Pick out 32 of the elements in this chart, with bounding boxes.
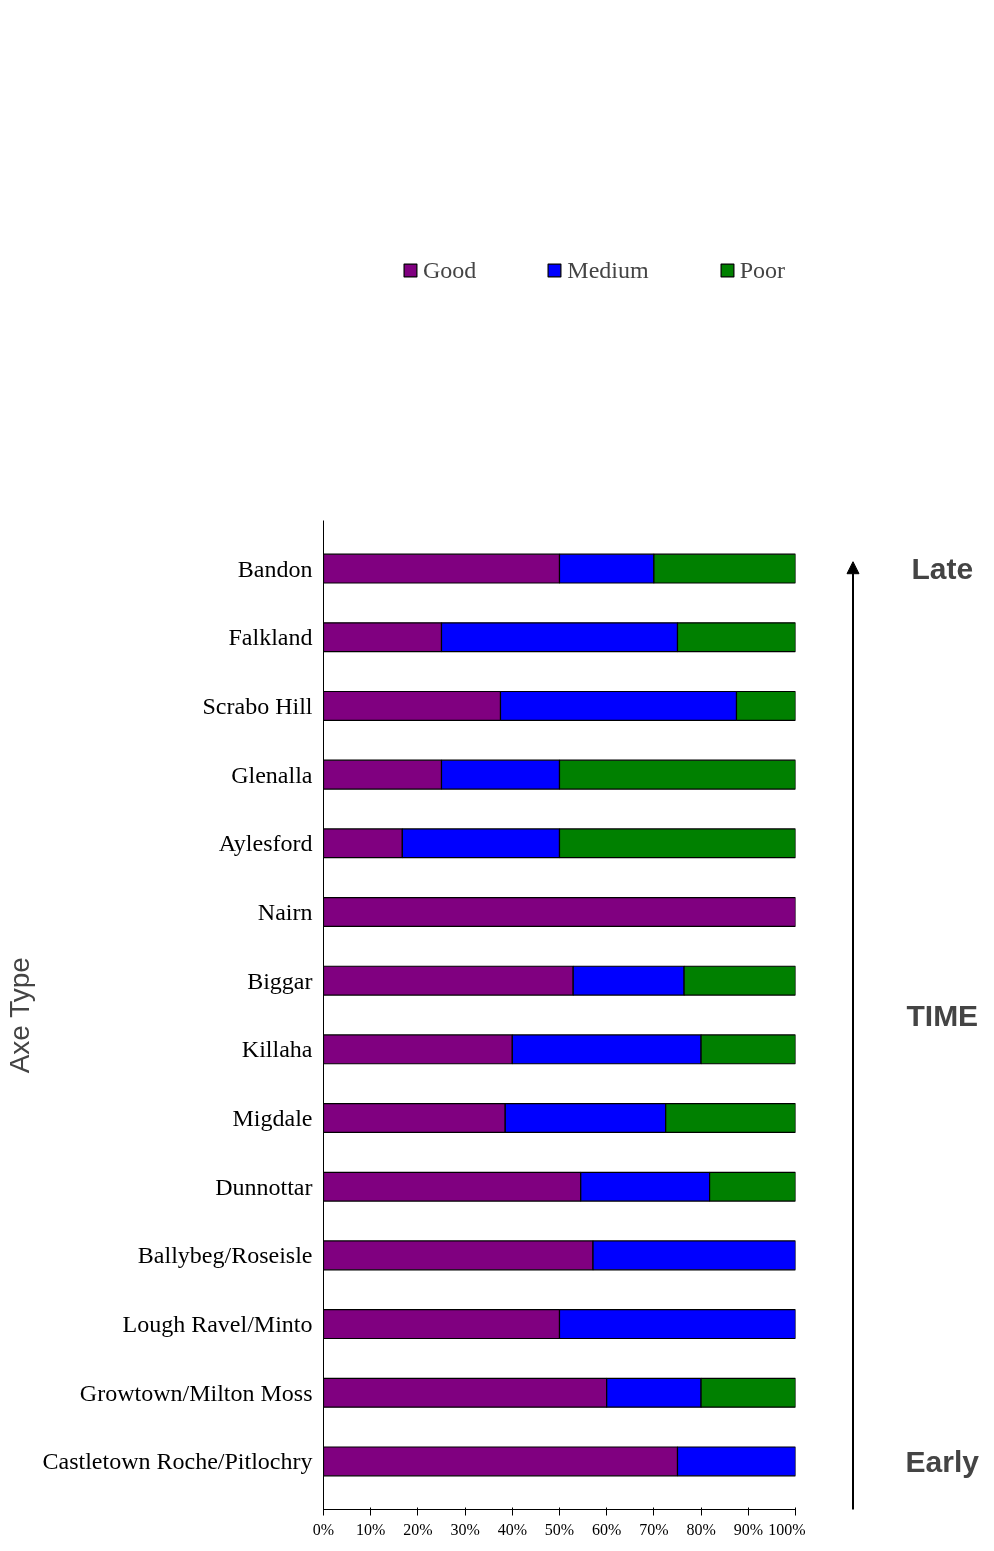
y-axis-title: Axe Type <box>3 957 35 1074</box>
x-tick-label: 100% <box>768 1520 806 1538</box>
text: TIME <box>906 998 979 1032</box>
x-tick-label: 60% <box>592 1520 622 1538</box>
y-tick-label: Ballybeg/Roseisle <box>137 1242 313 1269</box>
y-tick-label: Castletown Roche/Pitlochry <box>42 1448 313 1475</box>
x-tick-label: 80% <box>686 1520 716 1538</box>
text: Late <box>911 552 974 586</box>
legend-label: Medium <box>567 256 649 284</box>
y-tick-label: Lough Ravel/Minto <box>122 1311 313 1338</box>
y-tick-label: Scrabo Hill <box>202 692 313 719</box>
x-tick-label: 10% <box>356 1520 386 1538</box>
x-tick-label: 50% <box>544 1520 575 1538</box>
x-tick-label: 0% <box>312 1520 335 1538</box>
x-tick-label: 30% <box>450 1520 480 1538</box>
legend-label: Poor <box>739 256 785 284</box>
x-tick-label: 90% <box>733 1520 763 1538</box>
x-tick-label: 20% <box>403 1520 433 1538</box>
y-tick-label: Nairn <box>257 898 313 925</box>
y-tick-label: Migdale <box>232 1105 313 1132</box>
legend-label: Good <box>422 256 477 284</box>
y-tick-label: Glenalla <box>231 761 313 788</box>
y-tick-label: Falkland <box>228 624 313 651</box>
text: Early <box>905 1444 980 1478</box>
y-tick-label: Dunnottar <box>215 1173 313 1200</box>
x-tick-label: 70% <box>639 1520 669 1538</box>
x-tick-label: 40% <box>497 1520 527 1538</box>
y-tick-label: Biggar <box>247 967 313 994</box>
y-tick-label: Growtown/Milton Moss <box>79 1379 313 1406</box>
y-tick-label: Aylesford <box>218 830 313 857</box>
y-tick-label: Killaha <box>241 1036 313 1063</box>
y-tick-label: Bandon <box>237 555 313 582</box>
